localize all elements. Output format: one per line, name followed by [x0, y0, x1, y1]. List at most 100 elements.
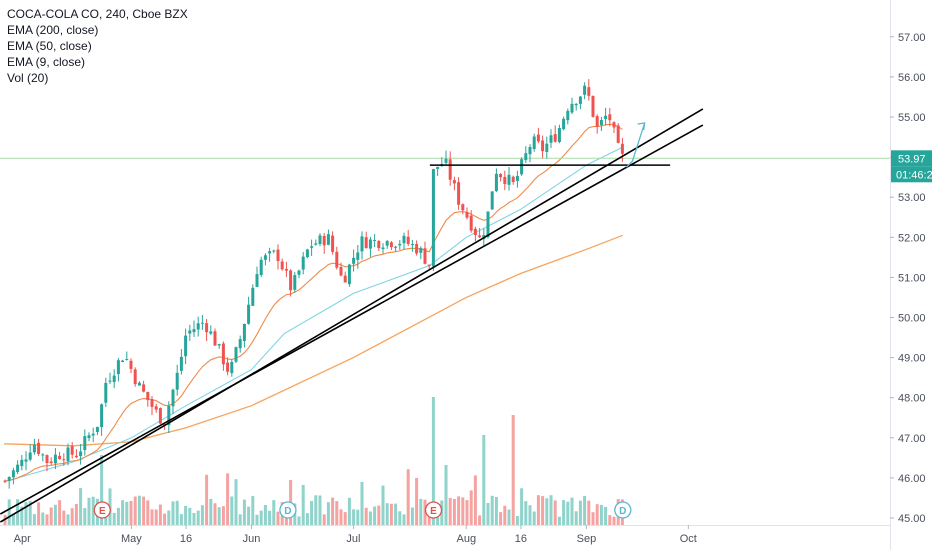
candle-body	[394, 246, 398, 248]
volume-bar	[482, 435, 486, 525]
trendline-1[interactable]	[0, 108, 704, 523]
volume-bar	[28, 500, 32, 525]
candle-body	[478, 235, 482, 238]
volume-bar	[158, 504, 162, 525]
volume-bar	[570, 497, 574, 525]
candle-body	[402, 235, 406, 244]
candle-body	[53, 454, 57, 464]
candle-body	[226, 362, 230, 372]
candle-body	[209, 331, 213, 334]
volume-bar	[440, 500, 444, 525]
volume-bar	[247, 506, 251, 525]
candle-body	[608, 114, 612, 121]
volume-bar	[343, 512, 347, 525]
volume-bar	[574, 511, 578, 525]
dividend-marker[interactable]	[614, 501, 632, 519]
candle-body	[524, 153, 528, 161]
volume-bar	[398, 511, 402, 525]
projection-arrow[interactable]	[625, 122, 646, 168]
candle-body	[255, 274, 259, 287]
x-tick-label: Aug	[456, 533, 476, 545]
x-tick-label: 16	[180, 533, 192, 545]
candle-body	[112, 375, 116, 382]
volume-bar	[528, 505, 532, 525]
candle-body	[108, 380, 112, 382]
volume-bar	[520, 488, 524, 525]
candle-body	[192, 329, 196, 333]
volume-bar	[242, 499, 246, 525]
volume-bar	[486, 503, 490, 525]
candle-body	[205, 323, 209, 333]
volume-bar	[549, 495, 553, 525]
volume-bar	[599, 504, 603, 525]
candle-body	[129, 360, 133, 369]
volume-bar	[263, 505, 267, 525]
candle-body	[570, 103, 574, 113]
candle-body	[284, 268, 288, 271]
volume-bar	[427, 511, 431, 525]
candle-body	[381, 247, 385, 250]
candle-body	[562, 118, 566, 130]
candle-body	[259, 259, 263, 275]
volume-bar	[490, 495, 494, 525]
volume-bar	[461, 497, 465, 525]
candle-body	[314, 243, 318, 245]
volume-bar	[448, 498, 452, 525]
volume-bar	[612, 516, 616, 525]
candle-body	[238, 339, 242, 349]
y-tick-label: 45.00	[898, 513, 926, 525]
volume-bar	[171, 501, 175, 525]
volume-bar	[112, 512, 116, 525]
volume-bar	[347, 497, 351, 525]
candle-body	[49, 461, 53, 463]
volume-bar	[608, 515, 612, 525]
candle-body	[196, 323, 200, 330]
y-tick-label: 52.00	[898, 232, 926, 244]
candle-body	[171, 389, 175, 407]
candle-body	[347, 264, 351, 285]
candle-body	[549, 135, 553, 143]
y-tick-label: 57.00	[898, 32, 926, 44]
candle-body	[444, 158, 448, 163]
volume-bar	[188, 507, 192, 525]
volume-bar	[24, 502, 28, 525]
last-price-tag[interactable]	[891, 150, 932, 167]
volume-bar	[66, 514, 70, 525]
volume-bar	[402, 514, 406, 525]
candle-body	[415, 244, 419, 254]
volume-bar	[276, 511, 280, 525]
y-tick-label: 51.00	[898, 272, 926, 284]
candle-body	[133, 369, 137, 385]
candle-body	[553, 134, 557, 142]
volume-bar	[74, 504, 78, 525]
volume-bar	[394, 503, 398, 525]
volume-bar	[100, 455, 104, 525]
candle-body	[24, 459, 28, 462]
volume-bar	[11, 514, 15, 525]
y-tick-label: 50.00	[898, 313, 926, 325]
candle-body	[339, 267, 343, 276]
y-tick-label: 48.00	[898, 393, 926, 405]
volume-bar	[595, 504, 599, 525]
earnings-marker[interactable]	[93, 501, 111, 519]
volume-bar	[478, 515, 482, 525]
candle-body	[16, 464, 20, 472]
volume-bar	[58, 500, 62, 525]
earnings-marker[interactable]	[424, 501, 443, 519]
candle-body	[263, 255, 267, 260]
volume-bar	[335, 501, 339, 525]
trendline-2[interactable]	[0, 124, 704, 515]
candle-body	[66, 447, 70, 461]
volume-bar	[465, 500, 469, 525]
volume-bar	[583, 495, 587, 525]
volume-bar	[360, 481, 364, 525]
volume-bar	[205, 474, 209, 525]
dividend-marker[interactable]	[279, 501, 297, 519]
volume-bar	[79, 488, 83, 525]
candle-body	[230, 362, 234, 374]
event-label: D	[619, 506, 626, 517]
volume-bar	[7, 499, 11, 525]
candle-body	[297, 270, 301, 275]
